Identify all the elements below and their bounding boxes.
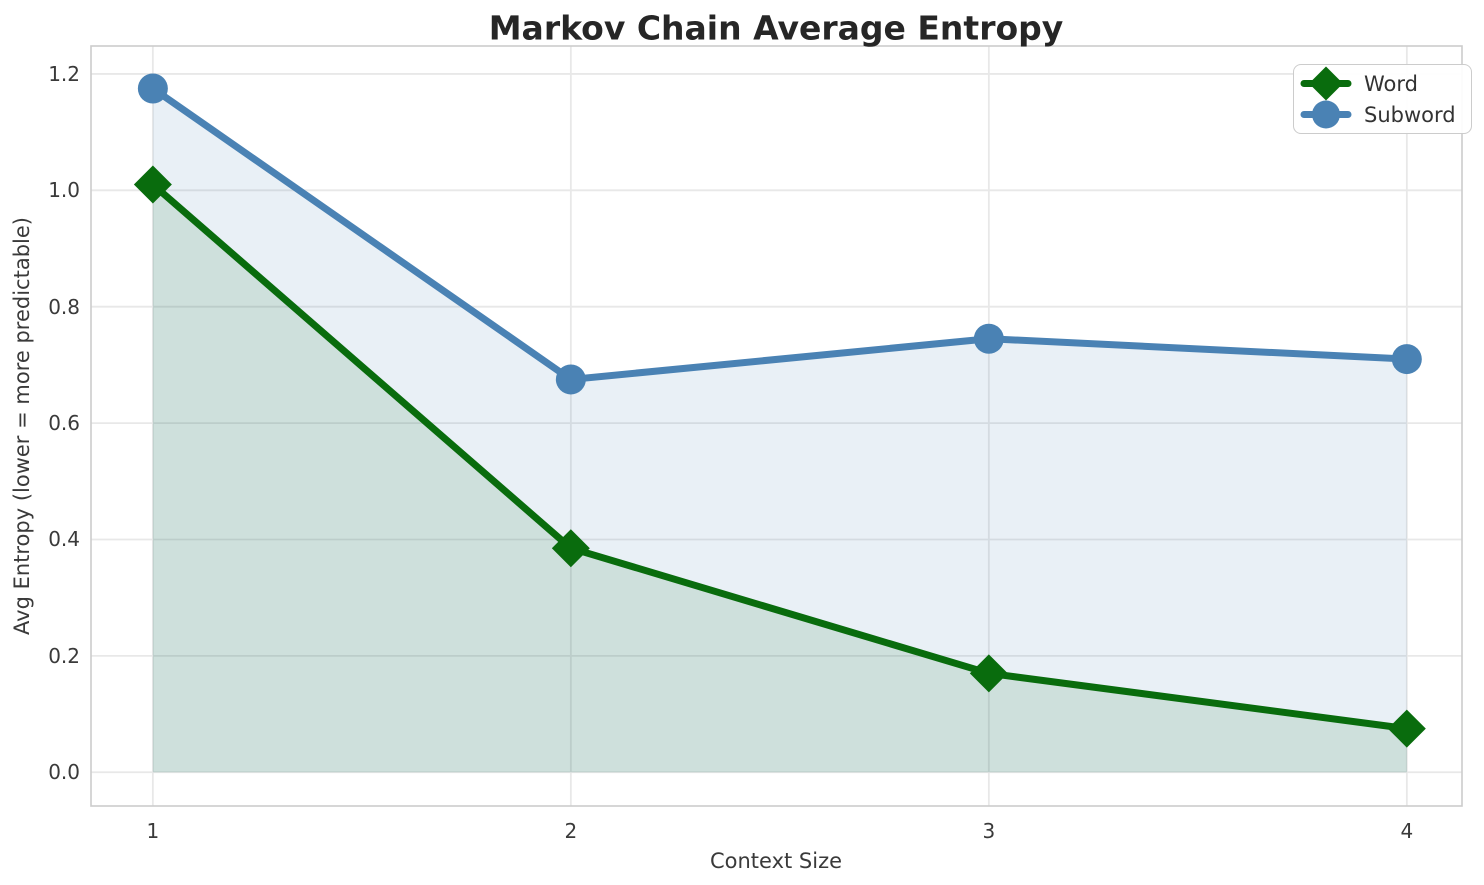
y-tick-label-0.8: 0.8	[48, 294, 80, 319]
legend-label-word: Word	[1364, 71, 1418, 96]
x-tick-label-1: 1	[146, 819, 160, 843]
y-tick-label-0.2: 0.2	[48, 643, 80, 668]
legend-marker-diamond-icon	[1300, 66, 1352, 101]
series-line-word	[149, 180, 1411, 733]
area-fill-subword	[152, 88, 1407, 773]
legend-row-word: Word	[1300, 66, 1456, 101]
x-axis-label: Context Size	[709, 849, 843, 873]
y-tick-label-0.6: 0.6	[48, 411, 80, 436]
series-line-subword	[149, 84, 1411, 383]
x-tick-label-2: 2	[564, 819, 578, 843]
area-fill-word	[152, 184, 1407, 773]
marker-subword-4	[1391, 344, 1422, 375]
y-axis-label: Avg Entropy (lower = more predictable)	[10, 217, 34, 635]
legend: Word Subword	[1293, 64, 1472, 134]
marker-word-4	[1387, 709, 1426, 748]
marker-subword-2	[555, 364, 586, 395]
marker-word-2	[551, 529, 590, 568]
chart-title: Markov Chain Average Entropy	[488, 8, 1064, 48]
y-tick-label-0.0: 0.0	[48, 760, 80, 785]
y-tick-label-1.0: 1.0	[48, 178, 80, 203]
y-tick-label-0.4: 0.4	[48, 527, 80, 552]
legend-marker-circle-icon	[1300, 100, 1352, 129]
legend-row-subword: Subword	[1300, 99, 1456, 130]
x-tick-label-4: 4	[1400, 819, 1414, 843]
y-tick-label-1.2: 1.2	[48, 61, 80, 86]
marker-word-1	[133, 165, 172, 204]
plot-border	[90, 45, 1463, 807]
x-tick-label-3: 3	[982, 819, 996, 843]
marker-word-3	[969, 654, 1008, 693]
legend-label-subword: Subword	[1364, 102, 1456, 127]
marker-subword-3	[973, 323, 1004, 354]
legend-circle-icon	[1312, 100, 1340, 129]
marker-subword-1	[137, 73, 168, 104]
legend-diamond-icon	[1309, 66, 1343, 101]
